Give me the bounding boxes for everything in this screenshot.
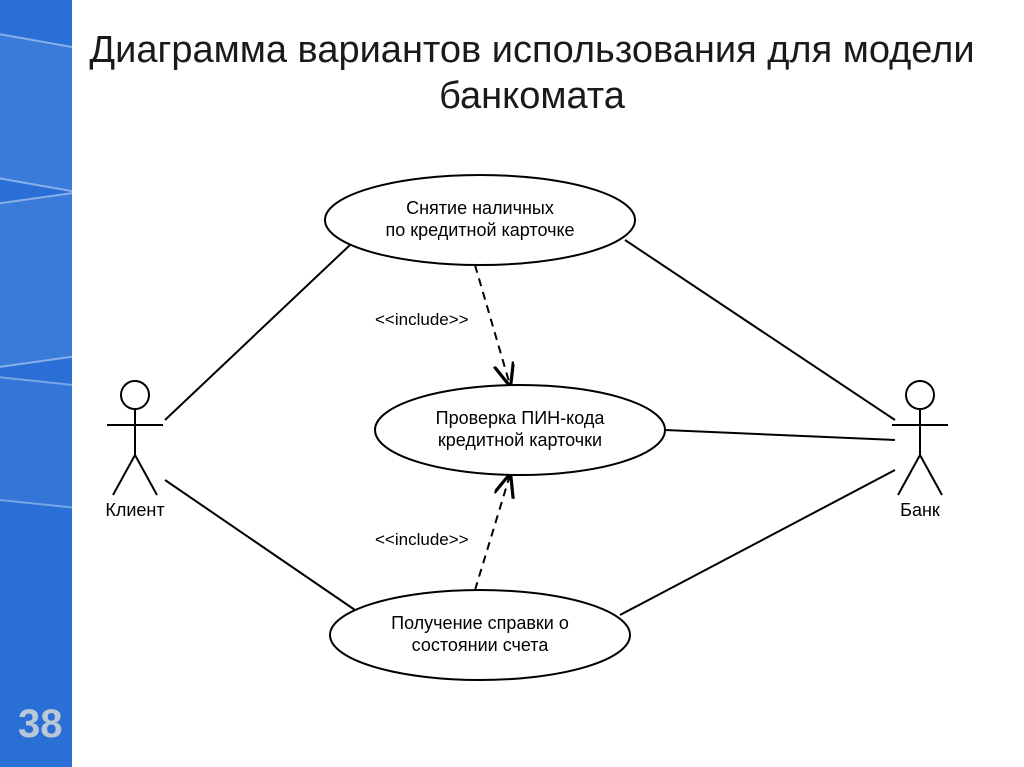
include-edge	[475, 265, 510, 385]
actor-bank	[892, 381, 948, 495]
slide: Диаграмма вариантов использования для мо…	[0, 0, 1024, 767]
include-label: <<include>>	[375, 530, 469, 550]
page-number: 38	[18, 702, 63, 747]
usecase-label-withdraw: Снятие наличных по кредитной карточке	[330, 198, 630, 241]
actor-label-client: Клиент	[85, 500, 185, 522]
usecase-label-checkpin: Проверка ПИН-кода кредитной карточки	[380, 408, 660, 451]
actor-client	[107, 381, 163, 495]
include-edge	[475, 475, 510, 590]
usecase-diagram: <<include>> <<include>> Снятие наличных по…	[80, 140, 980, 700]
actor-label-bank: Банк	[870, 500, 970, 522]
association-edge	[625, 240, 895, 420]
include-label: <<include>>	[375, 310, 469, 330]
association-edge	[165, 480, 355, 610]
side-decoration	[0, 0, 72, 767]
usecase-label-balance: Получение справки о состоянии счета	[335, 613, 625, 656]
association-edge	[620, 470, 895, 615]
association-edge	[165, 245, 350, 420]
association-edge	[665, 430, 895, 440]
slide-title: Диаграмма вариантов использования для мо…	[80, 28, 984, 119]
